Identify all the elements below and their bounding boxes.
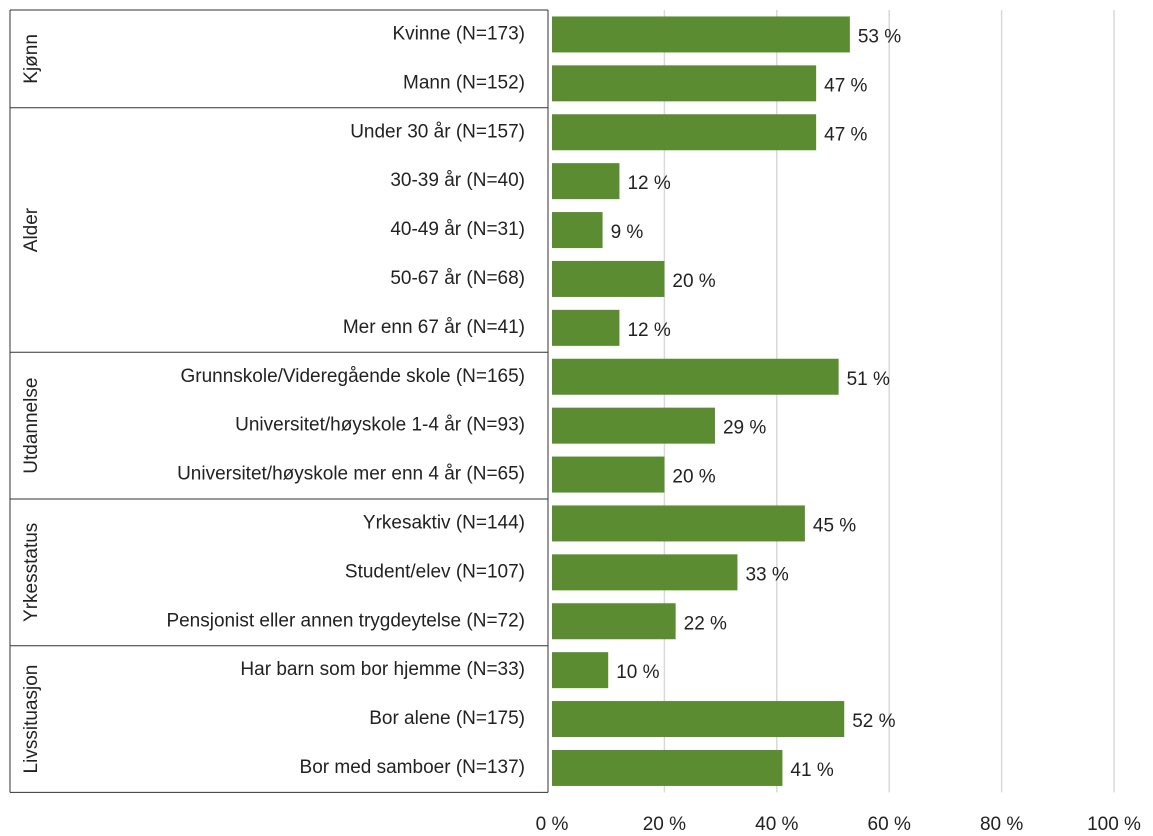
value-label: 52 % bbox=[852, 711, 895, 732]
bar bbox=[552, 260, 665, 297]
category-label: Mann (N=152) bbox=[403, 72, 525, 93]
bar bbox=[552, 456, 665, 493]
value-label: 41 % bbox=[790, 760, 833, 781]
bar bbox=[552, 163, 620, 200]
value-label: 12 % bbox=[627, 320, 670, 341]
category-label: Grunnskole/Videregående skole (N=165) bbox=[180, 366, 525, 387]
bar bbox=[552, 358, 839, 395]
x-tick-label: 20 % bbox=[643, 814, 686, 835]
group-label: Livssituasjon bbox=[21, 665, 42, 774]
bar bbox=[552, 505, 805, 542]
value-label: 45 % bbox=[813, 515, 856, 536]
value-label: 10 % bbox=[616, 662, 659, 683]
x-tick-label: 100 % bbox=[1087, 814, 1141, 835]
value-label: 51 % bbox=[847, 369, 890, 390]
value-label: 22 % bbox=[684, 613, 727, 634]
value-label: 47 % bbox=[824, 75, 867, 96]
category-label: Mer enn 67 år (N=41) bbox=[343, 317, 525, 338]
category-label: 30-39 år (N=40) bbox=[390, 170, 525, 191]
bar bbox=[552, 309, 620, 346]
bar bbox=[552, 407, 715, 444]
group-label: Kjønn bbox=[21, 34, 42, 84]
category-label: Kvinne (N=173) bbox=[392, 23, 525, 44]
value-label: 12 % bbox=[627, 173, 670, 194]
value-label: 47 % bbox=[824, 124, 867, 145]
category-label: Pensjonist eller annen trygdeytelse (N=7… bbox=[166, 610, 525, 631]
category-label: Bor alene (N=175) bbox=[369, 708, 525, 729]
category-label: Universitet/høyskole 1-4 år (N=93) bbox=[235, 415, 525, 436]
group-label: Alder bbox=[21, 207, 42, 252]
x-tick-label: 0 % bbox=[536, 814, 569, 835]
value-label: 20 % bbox=[672, 467, 715, 488]
group-label: Utdannelse bbox=[21, 378, 42, 474]
category-label: Har barn som bor hjemme (N=33) bbox=[240, 659, 525, 680]
bar bbox=[552, 212, 603, 249]
value-label: 29 % bbox=[723, 418, 766, 439]
bar bbox=[552, 16, 850, 53]
value-label: 33 % bbox=[745, 564, 788, 585]
category-label: Universitet/høyskole mer enn 4 år (N=65) bbox=[177, 464, 525, 485]
category-label: 50-67 år (N=68) bbox=[390, 268, 525, 289]
value-label: 53 % bbox=[858, 26, 901, 47]
bar bbox=[552, 554, 738, 591]
value-label: 9 % bbox=[611, 222, 644, 243]
category-label: Under 30 år (N=157) bbox=[350, 121, 525, 142]
x-tick-label: 60 % bbox=[868, 814, 911, 835]
bar bbox=[552, 701, 845, 738]
bar bbox=[552, 749, 783, 786]
category-label: Yrkesaktiv (N=144) bbox=[363, 512, 525, 533]
value-label: 20 % bbox=[672, 271, 715, 292]
bar bbox=[552, 652, 609, 689]
category-label: 40-49 år (N=31) bbox=[390, 219, 525, 240]
x-tick-label: 80 % bbox=[980, 814, 1023, 835]
bar bbox=[552, 65, 817, 102]
category-label: Bor med samboer (N=137) bbox=[300, 757, 525, 778]
bar bbox=[552, 603, 676, 640]
group-label: Yrkesstatus bbox=[21, 523, 42, 622]
x-tick-label: 40 % bbox=[755, 814, 798, 835]
category-label: Student/elev (N=107) bbox=[345, 561, 525, 582]
bar bbox=[552, 114, 817, 151]
